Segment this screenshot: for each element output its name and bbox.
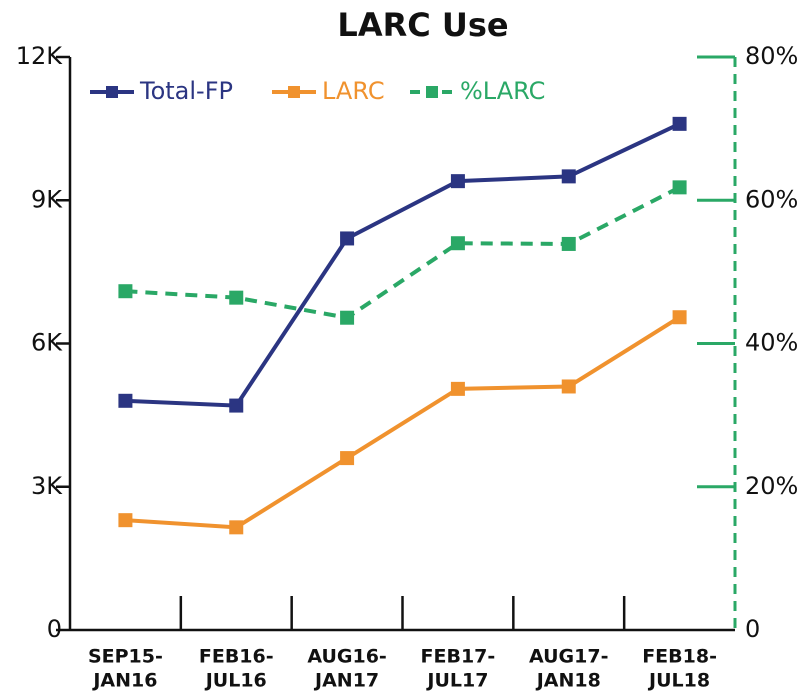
y2-tick-label: 60% <box>745 185 798 213</box>
legend-marker <box>426 86 438 98</box>
x-tick-label: JUL16 <box>204 670 267 692</box>
marker <box>340 451 355 466</box>
legend-label: %LARC <box>460 77 545 105</box>
x-tick-label: JUL17 <box>425 670 488 692</box>
y2-tick-label: 80% <box>745 42 798 70</box>
marker <box>118 513 133 528</box>
x-tick-label: SEP15- <box>88 646 163 668</box>
y2-tick-label: 0 <box>745 615 760 643</box>
legend-label: Total-FP <box>139 77 233 105</box>
x-tick-label: FEB18- <box>642 646 717 668</box>
marker <box>672 310 687 325</box>
marker <box>229 520 244 535</box>
series-line <box>125 315 681 530</box>
marker <box>450 174 465 189</box>
legend-marker <box>106 86 118 98</box>
marker <box>450 381 465 396</box>
legend-marker <box>288 86 300 98</box>
x-tick-label: JAN18 <box>535 670 601 692</box>
y-tick-label: 12K <box>16 42 64 70</box>
x-tick-label: JUL18 <box>647 670 710 692</box>
x-tick-label: JAN16 <box>91 670 157 692</box>
marker <box>450 236 465 251</box>
marker <box>118 284 133 299</box>
marker <box>118 393 133 408</box>
y2-tick-label: 40% <box>745 329 798 357</box>
y-tick-label: 0 <box>47 615 62 643</box>
marker <box>561 236 576 251</box>
x-tick-label: AUG17- <box>529 646 608 668</box>
marker <box>561 379 576 394</box>
marker <box>672 180 687 195</box>
series-line <box>125 122 681 408</box>
marker <box>340 310 355 325</box>
marker <box>229 290 244 305</box>
x-tick-label: FEB17- <box>421 646 496 668</box>
marker <box>229 398 244 413</box>
x-tick-label: AUG16- <box>307 646 386 668</box>
x-tick-label: JAN17 <box>313 670 379 692</box>
legend-label: LARC <box>322 77 385 105</box>
chart-title: LARC Use <box>337 6 508 44</box>
series-line <box>125 185 681 320</box>
marker <box>672 116 687 131</box>
y2-tick-label: 20% <box>745 472 798 500</box>
marker <box>340 231 355 246</box>
marker <box>561 169 576 184</box>
x-tick-label: FEB16- <box>199 646 274 668</box>
